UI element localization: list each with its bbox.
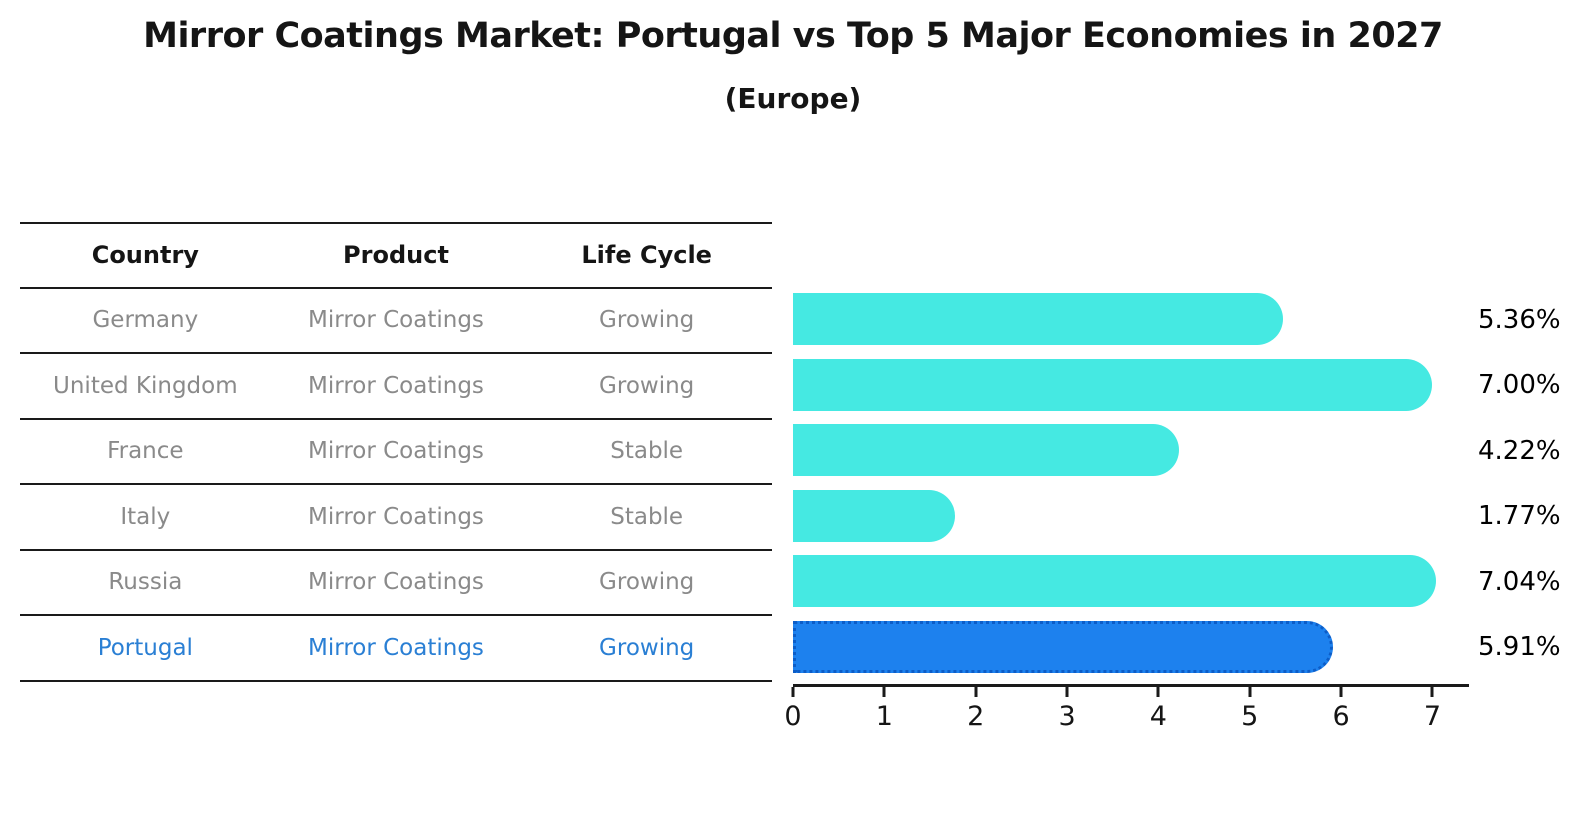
value-label-russia: 7.04%	[1478, 566, 1561, 597]
x-axis-tick	[1248, 687, 1252, 697]
x-axis-tick	[1430, 687, 1434, 697]
life-cycle-cell: Stable	[610, 503, 684, 530]
table-row: France Mirror Coatings Stable	[20, 420, 772, 485]
product-cell: Mirror Coatings	[308, 634, 484, 661]
bar-row-russia	[793, 549, 1469, 615]
country-cell: Portugal	[97, 634, 193, 661]
x-axis-tick-label: 5	[1241, 701, 1259, 732]
table-row: Germany Mirror Coatings Growing	[20, 289, 772, 354]
product-cell: Mirror Coatings	[308, 503, 484, 530]
x-axis-tick-label: 6	[1332, 701, 1350, 732]
x-axis-tick-label: 4	[1149, 701, 1167, 732]
table-row: Russia Mirror Coatings Growing	[20, 551, 772, 616]
country-cell: Russia	[108, 569, 183, 596]
x-axis-tick	[1339, 687, 1343, 697]
bar-united-kingdom	[793, 358, 1433, 411]
table-row: Italy Mirror Coatings Stable	[20, 485, 772, 551]
life-cycle-cell: Growing	[599, 634, 695, 661]
bar-germany	[793, 293, 1283, 345]
country-table: Country Product Life Cycle Germany Mirro…	[20, 222, 772, 682]
column-header-product: Product	[343, 241, 449, 270]
x-axis-tick	[974, 687, 978, 697]
bar-row-united-kingdom	[793, 353, 1469, 419]
value-label-france: 4.22%	[1478, 435, 1561, 466]
bar-portugal-highlight	[793, 620, 1333, 673]
life-cycle-cell: Growing	[599, 372, 695, 399]
life-cycle-cell: Growing	[599, 569, 695, 596]
x-axis-ticks: 0 1 2 3 4 5 6 7	[784, 687, 1469, 747]
x-axis-tick-label: 2	[967, 701, 985, 732]
life-cycle-cell: Stable	[610, 438, 684, 465]
x-axis-tick	[1156, 687, 1160, 697]
table-row-portugal: Portugal Mirror Coatings Growing	[20, 616, 772, 682]
table-row: United Kingdom Mirror Coatings Growing	[20, 354, 772, 420]
product-cell: Mirror Coatings	[308, 307, 484, 334]
column-header-life-cycle: Life Cycle	[581, 241, 712, 270]
value-label-portugal: 5.91%	[1478, 632, 1561, 663]
value-label-united-kingdom: 7.00%	[1478, 370, 1561, 401]
product-cell: Mirror Coatings	[308, 569, 484, 596]
x-axis-tick	[1065, 687, 1069, 697]
bar-row-germany	[793, 287, 1469, 353]
value-label-germany: 5.36%	[1478, 304, 1561, 335]
bar-russia	[793, 555, 1437, 607]
bar-france	[793, 424, 1179, 476]
x-axis-tick	[882, 687, 886, 697]
x-axis-tick-label: 7	[1423, 701, 1442, 732]
column-header-country: Country	[91, 241, 199, 270]
page-title: Mirror Coatings Market: Portugal vs Top …	[143, 16, 1443, 56]
product-cell: Mirror Coatings	[308, 372, 484, 399]
x-axis-tick-label: 1	[875, 701, 893, 732]
bar-row-portugal	[793, 615, 1469, 681]
product-cell: Mirror Coatings	[308, 438, 484, 465]
country-cell: Germany	[92, 307, 199, 334]
x-axis-line	[793, 684, 1469, 687]
country-cell: France	[107, 438, 184, 465]
page-subtitle: (Europe)	[724, 82, 862, 115]
value-label-italy: 1.77%	[1478, 501, 1561, 532]
life-cycle-cell: Growing	[599, 307, 695, 334]
x-axis-tick-label: 0	[784, 701, 802, 732]
country-cell: United Kingdom	[53, 372, 238, 399]
x-axis-tick-label: 3	[1058, 701, 1076, 732]
bar-chart	[793, 287, 1469, 680]
x-axis-tick	[791, 687, 795, 697]
country-cell: Italy	[120, 503, 171, 530]
bar-row-italy	[793, 484, 1469, 550]
table-header-row: Country Product Life Cycle	[20, 224, 772, 289]
bar-row-france	[793, 418, 1469, 484]
bar-italy	[793, 489, 955, 542]
bar-value-labels: 5.36% 7.00% 4.22% 1.77% 7.04% 5.91%	[1478, 287, 1586, 680]
